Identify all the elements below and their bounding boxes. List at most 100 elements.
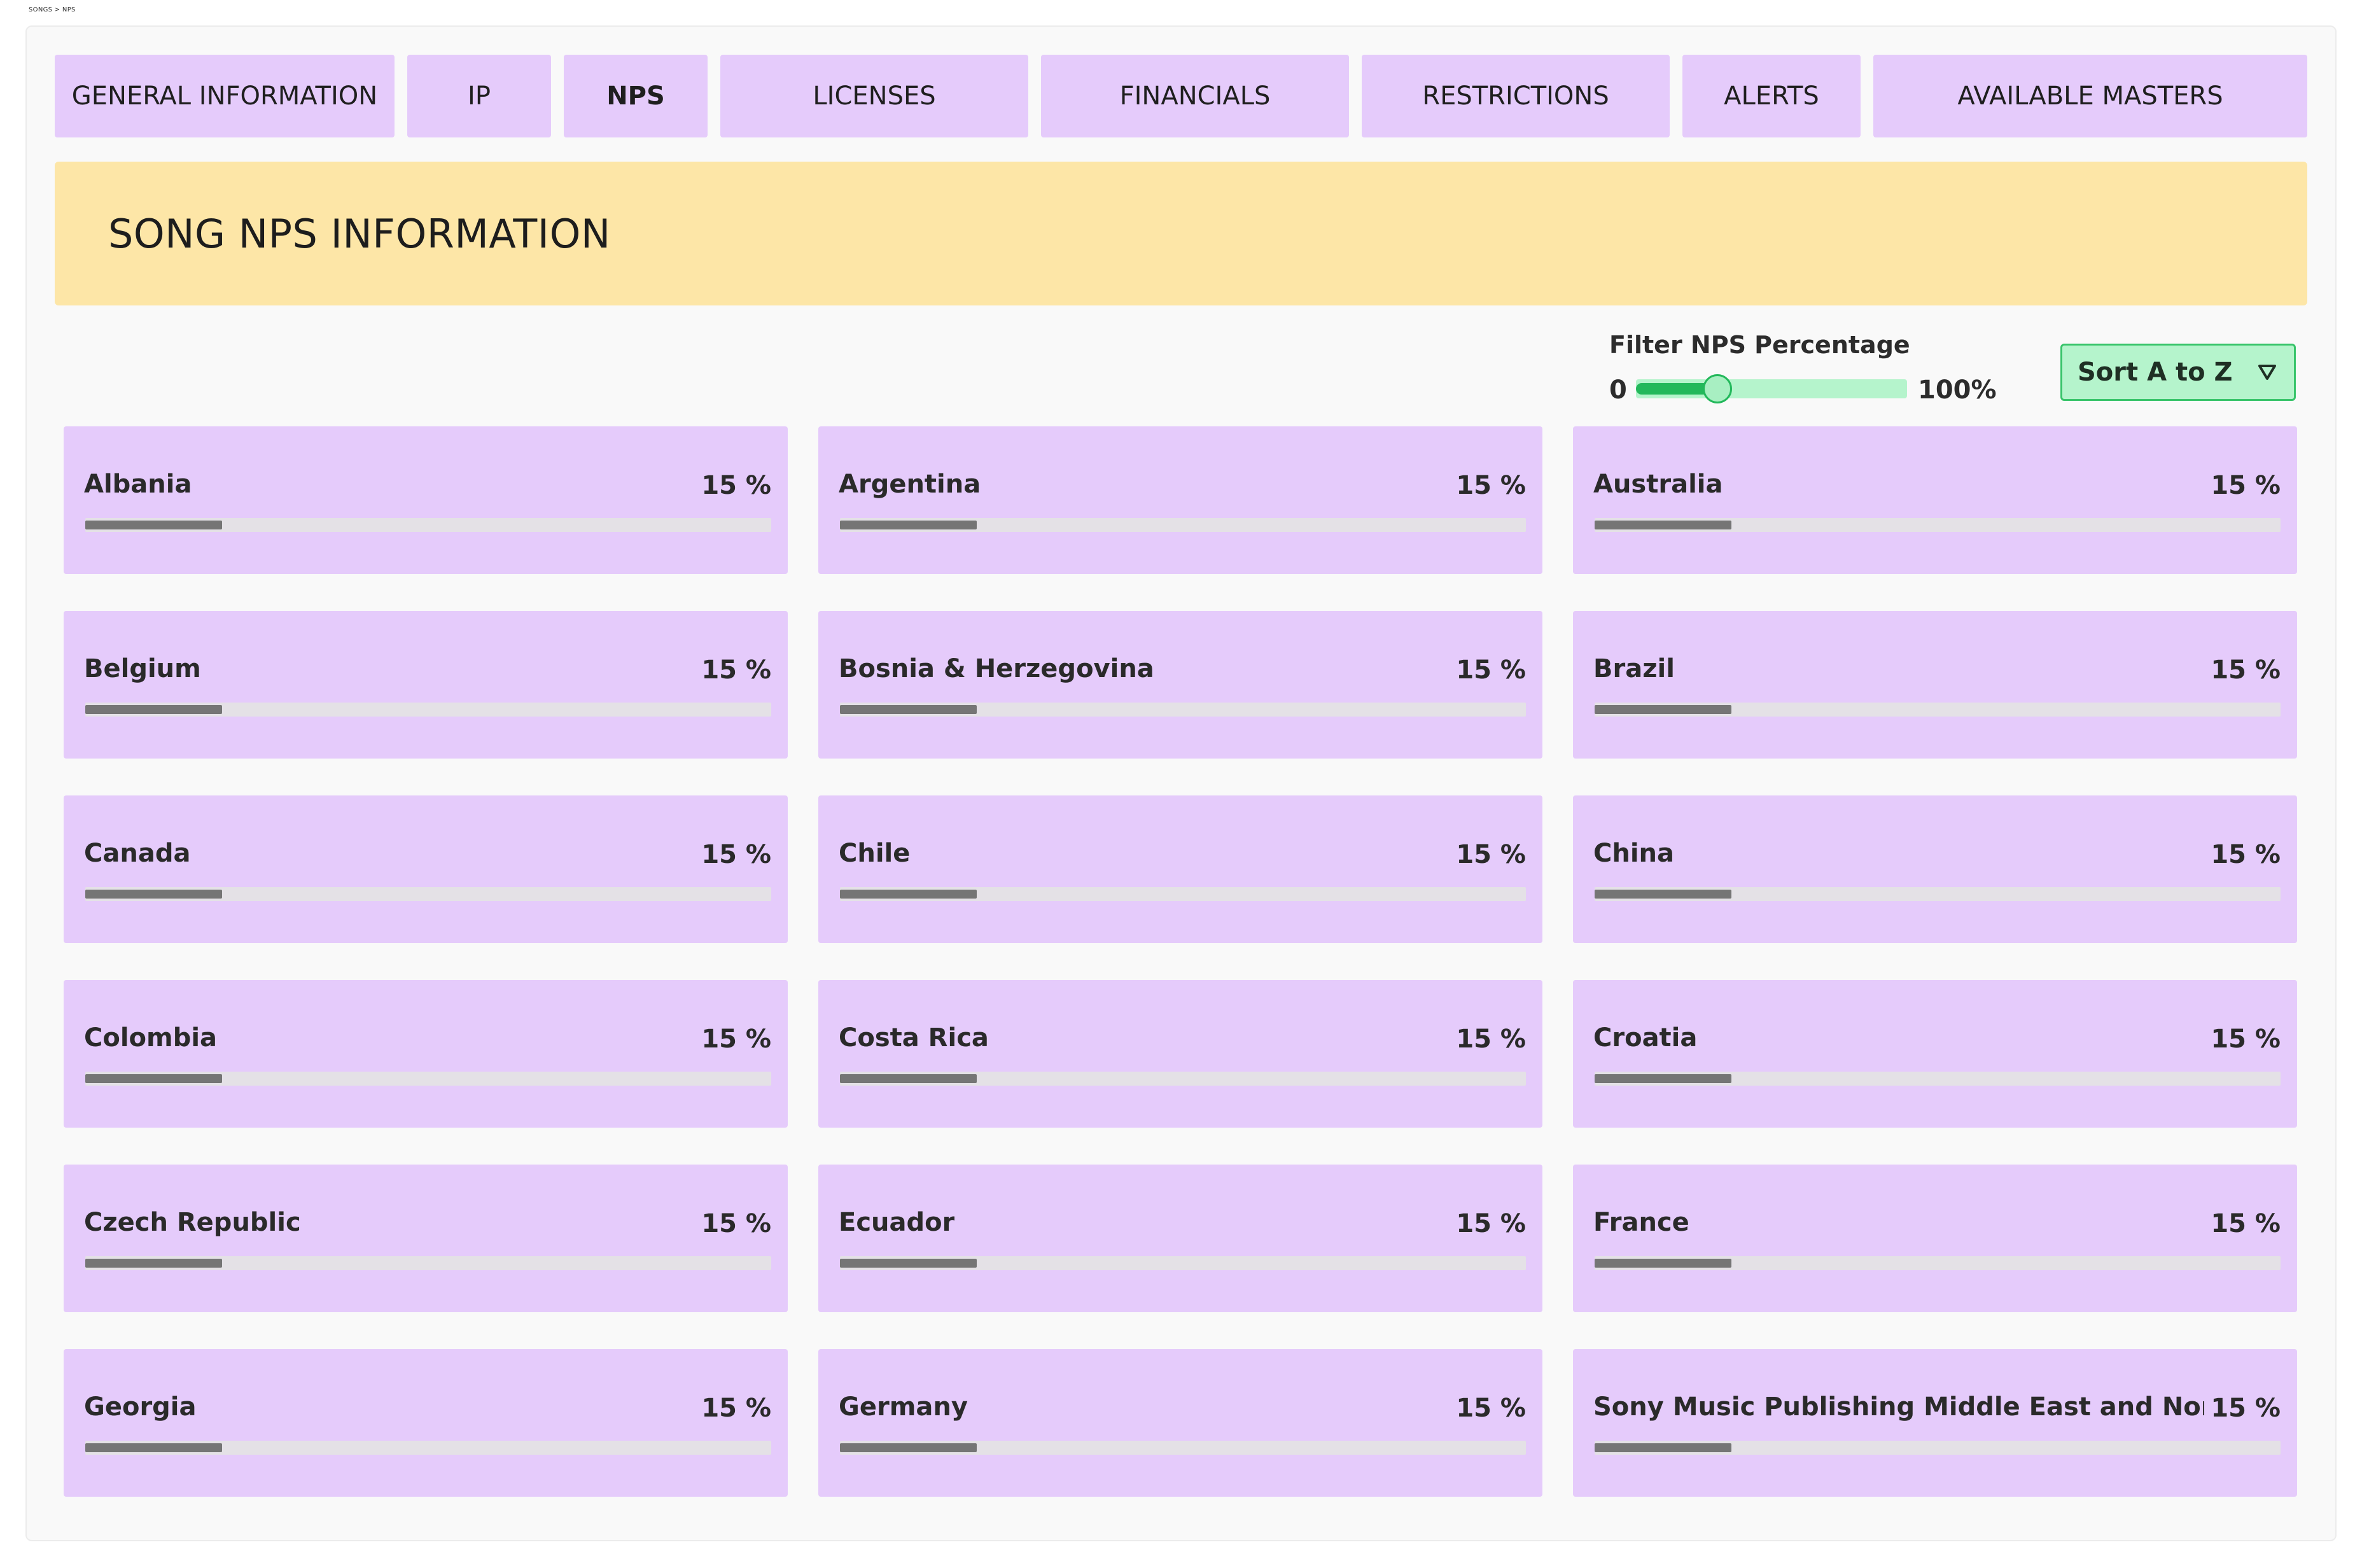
nps-progress-fill <box>1595 1074 1732 1083</box>
country-card[interactable]: Germany 15 % <box>818 1349 1542 1497</box>
nps-progress-bar <box>85 1072 771 1086</box>
nps-percent: 15 % <box>1456 1025 1526 1054</box>
nps-progress-bar <box>1595 703 2281 717</box>
tab-label: ALERTS <box>1724 81 1819 111</box>
tab-bar: GENERAL INFORMATION IP NPS LICENSES FINA… <box>55 55 2307 137</box>
tab-general-information[interactable]: GENERAL INFORMATION <box>55 55 395 137</box>
nps-progress-fill <box>840 1443 977 1452</box>
nps-progress-fill <box>85 1074 223 1083</box>
nps-slider[interactable] <box>1636 374 1907 403</box>
country-card[interactable]: Bosnia & Herzegovina 15 % <box>818 611 1542 759</box>
country-card[interactable]: Costa Rica 15 % <box>818 980 1542 1128</box>
nps-percent: 15 % <box>1456 1209 1526 1238</box>
nps-percent: 15 % <box>701 1209 771 1238</box>
country-card-grid: Albania 15 % Argentina 15 % Australia 15 % Bel… <box>64 426 2297 1497</box>
nps-percent: 15 % <box>1456 1394 1526 1423</box>
slider-fill <box>1636 383 1717 395</box>
country-name: Costa Rica <box>839 1023 989 1053</box>
sort-label: Sort A to Z <box>2078 358 2233 387</box>
nps-progress-bar <box>85 1256 771 1270</box>
tab-ip[interactable]: IP <box>407 55 551 137</box>
tab-available-masters[interactable]: AVAILABLE MASTERS <box>1873 55 2307 137</box>
slider-thumb[interactable] <box>1702 374 1732 403</box>
country-card[interactable]: Canada 15 % <box>64 795 788 943</box>
nps-percent: 15 % <box>2211 1025 2281 1054</box>
filter-max-label: 100% <box>1918 375 1997 405</box>
country-name: Canada <box>84 839 191 868</box>
section-title: SONG NPS INFORMATION <box>108 210 611 257</box>
nps-progress-fill <box>840 705 977 714</box>
country-name: Croatia <box>1593 1023 1698 1053</box>
nps-percent: 15 % <box>1456 471 1526 500</box>
country-card[interactable]: Albania 15 % <box>64 426 788 574</box>
country-card[interactable]: Argentina 15 % <box>818 426 1542 574</box>
country-card[interactable]: China 15 % <box>1573 795 2297 943</box>
tab-restrictions[interactable]: RESTRICTIONS <box>1362 55 1670 137</box>
nps-progress-bar <box>1595 518 2281 532</box>
nps-percent: 15 % <box>1456 655 1526 685</box>
country-card[interactable]: France 15 % <box>1573 1165 2297 1312</box>
nps-progress-bar <box>840 1256 1526 1270</box>
nps-percent: 15 % <box>2211 1209 2281 1238</box>
nps-progress-bar <box>85 887 771 901</box>
country-name: Albania <box>84 470 192 499</box>
nps-progress-fill <box>85 705 223 714</box>
tab-label: IP <box>468 81 491 111</box>
nps-progress-fill <box>1595 890 1732 899</box>
nps-progress-fill <box>840 890 977 899</box>
nps-progress-fill <box>1595 521 1732 529</box>
nps-percent: 15 % <box>2211 840 2281 869</box>
nps-percent: 15 % <box>701 471 771 500</box>
filter-label: Filter NPS Percentage <box>1609 331 1910 359</box>
country-card[interactable]: Chile 15 % <box>818 795 1542 943</box>
nps-progress-bar <box>85 703 771 717</box>
nps-progress-fill <box>85 1259 223 1268</box>
nps-progress-bar <box>840 1441 1526 1455</box>
nps-progress-bar <box>840 703 1526 717</box>
country-card[interactable]: Sony Music Publishing Middle East and No… <box>1573 1349 2297 1497</box>
country-card[interactable]: Brazil 15 % <box>1573 611 2297 759</box>
country-card[interactable]: Croatia 15 % <box>1573 980 2297 1128</box>
country-name: Ecuador <box>839 1208 955 1237</box>
nps-progress-fill <box>1595 1259 1732 1268</box>
country-card[interactable]: Czech Republic 15 % <box>64 1165 788 1312</box>
nps-percent: 15 % <box>701 1025 771 1054</box>
nps-progress-bar <box>1595 1072 2281 1086</box>
nps-progress-fill <box>840 1074 977 1083</box>
tab-label: AVAILABLE MASTERS <box>1957 81 2223 111</box>
tab-licenses[interactable]: LICENSES <box>720 55 1028 137</box>
tab-financials[interactable]: FINANCIALS <box>1041 55 1349 137</box>
tab-alerts[interactable]: ALERTS <box>1682 55 1861 137</box>
country-name: Colombia <box>84 1023 218 1053</box>
nps-progress-fill <box>85 890 223 899</box>
nps-progress-fill <box>85 1443 223 1452</box>
nps-progress-fill <box>1595 705 1732 714</box>
country-card[interactable]: Belgium 15 % <box>64 611 788 759</box>
country-name: Belgium <box>84 654 201 683</box>
nps-percent: 15 % <box>701 840 771 869</box>
country-card[interactable]: Ecuador 15 % <box>818 1165 1542 1312</box>
nps-percent: 15 % <box>2211 471 2281 500</box>
tab-label: RESTRICTIONS <box>1422 81 1609 111</box>
country-card[interactable]: Australia 15 % <box>1573 426 2297 574</box>
sort-dropdown[interactable]: Sort A to Z <box>2060 344 2296 401</box>
nps-progress-fill <box>840 1259 977 1268</box>
tab-nps[interactable]: NPS <box>564 55 708 137</box>
country-name: Georgia <box>84 1392 197 1422</box>
tab-label: FINANCIALS <box>1119 81 1271 111</box>
country-name: Brazil <box>1593 654 1675 683</box>
country-name: Bosnia & Herzegovina <box>839 654 1154 683</box>
nps-progress-bar <box>1595 1256 2281 1270</box>
country-name: Argentina <box>839 470 981 499</box>
nps-progress-fill <box>85 521 223 529</box>
country-name: Australia <box>1593 470 1723 499</box>
country-name: Czech Republic <box>84 1208 301 1237</box>
breadcrumb: SONGS > NPS <box>29 6 76 13</box>
nps-filter: Filter NPS Percentage 0 100% <box>1609 331 2067 407</box>
caret-down-icon <box>2257 362 2277 382</box>
country-name: China <box>1593 839 1675 868</box>
country-card[interactable]: Colombia 15 % <box>64 980 788 1128</box>
country-name: Chile <box>839 839 911 868</box>
nps-progress-bar <box>840 518 1526 532</box>
country-card[interactable]: Georgia 15 % <box>64 1349 788 1497</box>
